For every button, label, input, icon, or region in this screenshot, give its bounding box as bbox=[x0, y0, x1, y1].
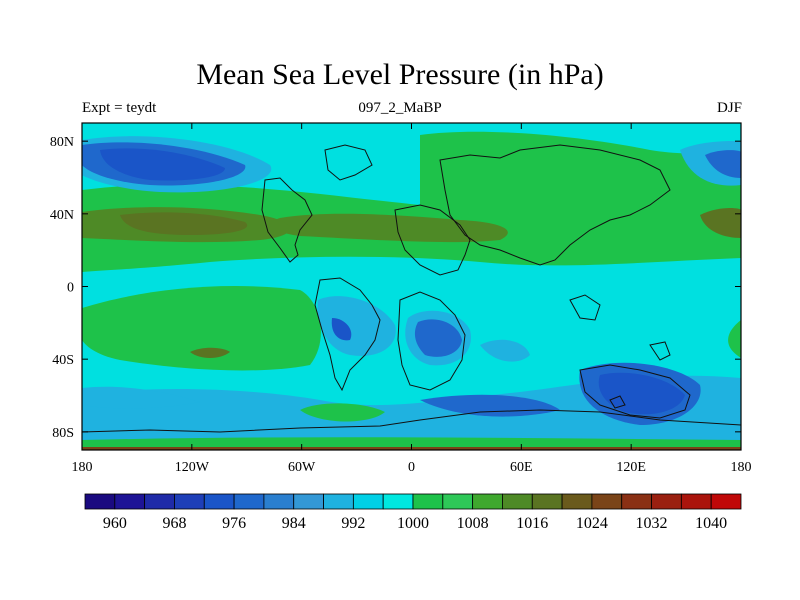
colorbar-swatch bbox=[621, 493, 652, 510]
chart-title: Mean Sea Level Pressure (in hPa) bbox=[196, 58, 604, 91]
colorbar-swatch bbox=[114, 493, 146, 510]
colorbar-swatch bbox=[472, 493, 503, 510]
season-label: DJF bbox=[716, 100, 742, 116]
colorbar-swatch bbox=[502, 493, 533, 510]
colorbar-swatch bbox=[382, 493, 414, 510]
x-tick-label: 120E bbox=[616, 460, 646, 475]
colorbar-swatch bbox=[531, 493, 563, 510]
y-tick-label: 80S bbox=[52, 426, 74, 441]
colorbar-label: 992 bbox=[341, 515, 365, 532]
x-tick-label: 180 bbox=[72, 460, 93, 475]
y-tick-label: 40S bbox=[52, 353, 74, 368]
y-tick-label: 40N bbox=[50, 208, 74, 223]
colorbar-label: 968 bbox=[162, 515, 186, 532]
colorbar-label: 1024 bbox=[576, 515, 608, 532]
x-tick-label: 60W bbox=[288, 460, 316, 475]
colorbar-swatch bbox=[144, 493, 175, 510]
experiment-label: Expt = teydt bbox=[82, 100, 157, 116]
colorbar-swatch bbox=[412, 493, 444, 510]
colorbar-label: 1008 bbox=[457, 515, 489, 532]
colorbar-label: 1000 bbox=[397, 515, 429, 532]
colorbar-swatch bbox=[442, 493, 474, 510]
colorbar-swatch bbox=[174, 493, 205, 510]
colorbar-swatch bbox=[203, 493, 235, 510]
colorbar-swatch bbox=[84, 493, 116, 510]
colorbar-swatch bbox=[561, 493, 593, 510]
colorbar-label: 1040 bbox=[695, 515, 727, 532]
colorbar-swatch bbox=[651, 493, 682, 510]
colorbar-swatch bbox=[680, 493, 712, 510]
y-tick-label: 80N bbox=[50, 135, 74, 150]
y-axis: 80N 40N 0 40S 80S bbox=[50, 135, 741, 441]
x-axis: 180 120W 60W 0 60E 120E 180 bbox=[72, 123, 752, 475]
colorbar-swatch bbox=[352, 493, 384, 510]
run-label: 097_2_MaBP bbox=[358, 100, 442, 116]
y-tick-label: 0 bbox=[67, 281, 74, 296]
contour-fields bbox=[82, 131, 741, 450]
colorbar-swatch bbox=[323, 493, 354, 510]
colorbar-label: 1032 bbox=[636, 515, 668, 532]
x-tick-label: 60E bbox=[510, 460, 533, 475]
colorbar-label: 976 bbox=[222, 515, 246, 532]
colorbar-swatch bbox=[591, 493, 623, 510]
colorbar-label: 960 bbox=[103, 515, 127, 532]
colorbar-swatch bbox=[293, 493, 324, 510]
x-tick-label: 0 bbox=[408, 460, 415, 475]
x-tick-label: 180 bbox=[731, 460, 752, 475]
colorbar-swatch bbox=[710, 493, 742, 510]
x-tick-label: 120W bbox=[175, 460, 210, 475]
colorbar-label: 1016 bbox=[516, 515, 548, 532]
colorbar-swatch bbox=[233, 493, 265, 510]
colorbar-swatch bbox=[263, 493, 295, 510]
coastlines bbox=[82, 144, 741, 433]
colorbar-label: 984 bbox=[282, 515, 306, 532]
